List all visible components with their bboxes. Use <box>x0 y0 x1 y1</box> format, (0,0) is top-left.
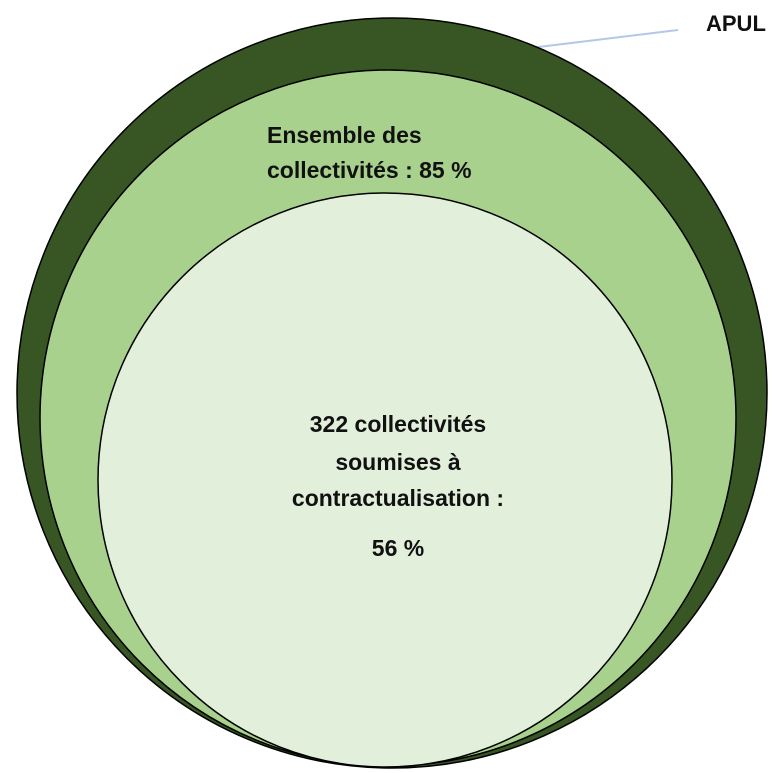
contract-value: 56 % <box>372 535 424 561</box>
ensemble-label-line2: collectivités : 85 % <box>267 157 472 183</box>
contract-label-line1: 322 collectivités <box>310 411 486 437</box>
collectivites-contractualisation-circle <box>97 192 673 768</box>
contract-label-line2: soumises à <box>335 449 460 475</box>
ensemble-label-line1: Ensemble des <box>267 122 422 148</box>
contract-label-line3: contractualisation : <box>292 485 504 511</box>
apul-label: APUL <box>706 11 766 36</box>
apul-leader-line <box>529 29 679 49</box>
